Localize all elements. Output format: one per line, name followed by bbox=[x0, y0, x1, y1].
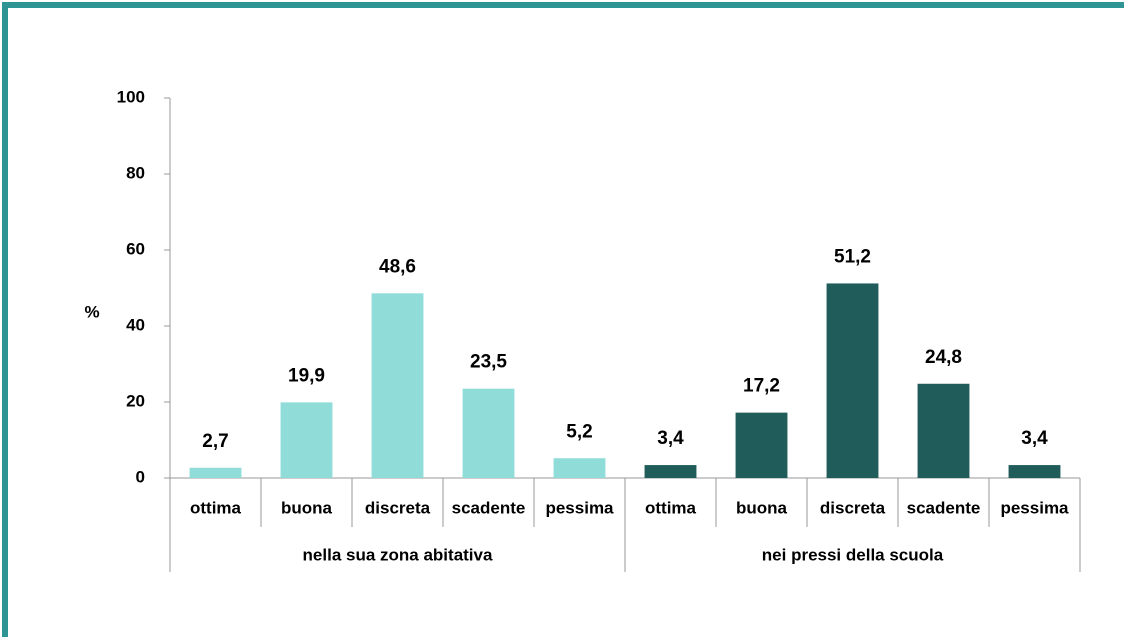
value-label: 19,9 bbox=[288, 365, 325, 386]
value-label: 3,4 bbox=[1021, 428, 1048, 449]
y-tick-label: 20 bbox=[126, 391, 145, 410]
bar bbox=[826, 283, 879, 478]
x-tick-label: buona bbox=[281, 498, 333, 517]
bar bbox=[644, 465, 697, 478]
bar bbox=[189, 467, 242, 478]
x-tick-label: ottima bbox=[645, 498, 697, 517]
group-label: nei pressi della scuola bbox=[762, 545, 944, 564]
value-label: 3,4 bbox=[657, 428, 684, 449]
bar bbox=[735, 412, 788, 478]
x-tick-label: scadente bbox=[907, 498, 981, 517]
bar bbox=[462, 388, 515, 478]
y-tick-label: 80 bbox=[126, 163, 145, 182]
value-label: 23,5 bbox=[470, 352, 507, 373]
group-label: nella sua zona abitativa bbox=[303, 545, 493, 564]
value-label: 5,2 bbox=[566, 421, 592, 442]
frame-left bbox=[2, 2, 8, 637]
y-tick-label: 0 bbox=[136, 467, 145, 486]
value-label: 48,6 bbox=[379, 256, 416, 277]
value-label: 17,2 bbox=[743, 376, 780, 397]
x-tick-label: discreta bbox=[365, 498, 431, 517]
frame-top bbox=[2, 2, 1124, 8]
y-tick-label: 40 bbox=[126, 315, 145, 334]
y-tick-label: 100 bbox=[117, 87, 145, 106]
x-tick-label: discreta bbox=[820, 498, 886, 517]
x-tick-label: ottima bbox=[190, 498, 242, 517]
bar bbox=[917, 383, 970, 478]
value-label: 2,7 bbox=[202, 431, 228, 452]
bar bbox=[371, 293, 424, 478]
y-axis-label: % bbox=[84, 302, 99, 321]
bar bbox=[280, 402, 333, 478]
x-tick-label: buona bbox=[736, 498, 788, 517]
value-label: 51,2 bbox=[834, 246, 871, 267]
x-tick-label: pessima bbox=[1000, 498, 1069, 517]
bar bbox=[553, 458, 606, 478]
y-tick-label: 60 bbox=[126, 239, 145, 258]
x-tick-label: scadente bbox=[452, 498, 526, 517]
x-tick-label: pessima bbox=[545, 498, 614, 517]
value-label: 24,8 bbox=[925, 347, 962, 368]
bar bbox=[1008, 465, 1061, 478]
